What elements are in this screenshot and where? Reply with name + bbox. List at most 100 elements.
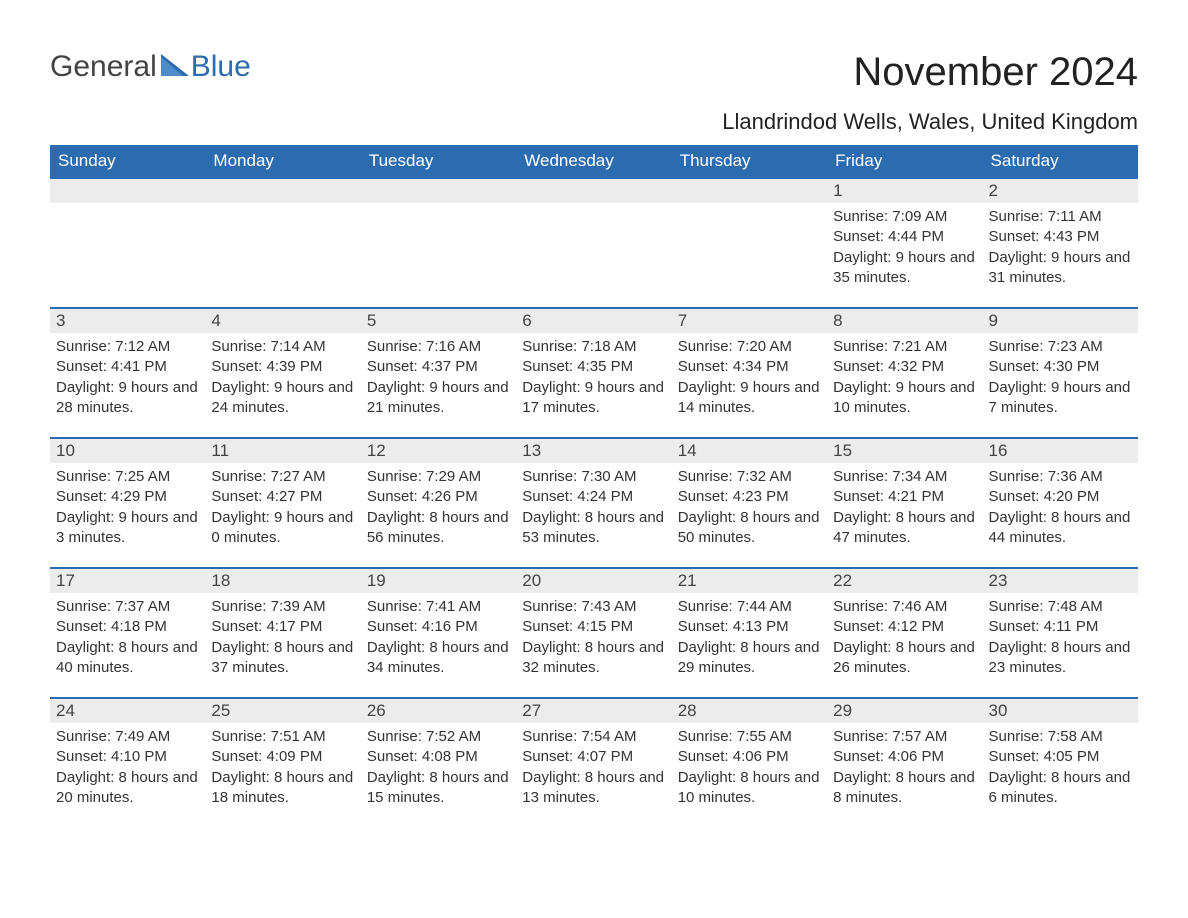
day-number: 29 xyxy=(827,697,982,723)
calendar-cell: . xyxy=(361,177,516,307)
day-details: Sunrise: 7:51 AMSunset: 4:09 PMDaylight:… xyxy=(209,727,356,808)
calendar-cell: 8Sunrise: 7:21 AMSunset: 4:32 PMDaylight… xyxy=(827,307,982,437)
day-number: 11 xyxy=(205,437,360,463)
title-block: November 2024 Llandrindod Wells, Wales, … xyxy=(722,50,1138,135)
brand-flag-icon xyxy=(161,54,189,76)
calendar-cell: 28 Sunrise: 7:55 AMSunset: 4:06 PMDayligh… xyxy=(672,697,827,827)
day-number: 2 xyxy=(983,177,1138,203)
calendar-cell: 11 Sunrise: 7:27 AMSunset: 4:27 PMDayligh… xyxy=(205,437,360,567)
day-details: Sunrise: 7:21 AMSunset: 4:32 PMDaylight:… xyxy=(831,337,978,418)
day-number: 21 xyxy=(672,567,827,593)
weekday-header: Saturday xyxy=(983,145,1138,177)
day-number: 23 xyxy=(983,567,1138,593)
day-number: 19 xyxy=(361,567,516,593)
day-number: 17 xyxy=(50,567,205,593)
day-number: 27 xyxy=(516,697,671,723)
day-details: Sunrise: 7:44 AMSunset: 4:13 PMDaylight:… xyxy=(676,597,823,678)
month-title: November 2024 xyxy=(722,50,1138,95)
day-number: 30 xyxy=(983,697,1138,723)
calendar-table: SundayMondayTuesdayWednesdayThursdayFrid… xyxy=(50,145,1138,827)
calendar-cell: 9 Sunrise: 7:23 AMSunset: 4:30 PMDaylight… xyxy=(983,307,1138,437)
day-details: Sunrise: 7:41 AMSunset: 4:16 PMDaylight:… xyxy=(365,597,512,678)
day-details: Sunrise: 7:37 AMSunset: 4:18 PMDaylight:… xyxy=(54,597,201,678)
brand-text-2: Blue xyxy=(191,50,251,84)
day-number: 4 xyxy=(205,307,360,333)
day-number: 16 xyxy=(983,437,1138,463)
day-number: 10 xyxy=(50,437,205,463)
calendar-cell: 27 Sunrise: 7:54 AMSunset: 4:07 PMDayligh… xyxy=(516,697,671,827)
calendar-header: SundayMondayTuesdayWednesdayThursdayFrid… xyxy=(50,145,1138,177)
day-details: Sunrise: 7:52 AMSunset: 4:08 PMDaylight:… xyxy=(365,727,512,808)
day-details: Sunrise: 7:32 AMSunset: 4:23 PMDaylight:… xyxy=(676,467,823,548)
calendar-body: .....1Sunrise: 7:09 AMSunset: 4:44 PMDay… xyxy=(50,177,1138,827)
day-number: 14 xyxy=(672,437,827,463)
day-number: 1 xyxy=(827,177,982,203)
day-number: 20 xyxy=(516,567,671,593)
day-details: Sunrise: 7:55 AMSunset: 4:06 PMDaylight:… xyxy=(676,727,823,808)
calendar-cell: 29Sunrise: 7:57 AMSunset: 4:06 PMDayligh… xyxy=(827,697,982,827)
calendar-cell: 20 Sunrise: 7:43 AMSunset: 4:15 PMDayligh… xyxy=(516,567,671,697)
day-details: Sunrise: 7:30 AMSunset: 4:24 PMDaylight:… xyxy=(520,467,667,548)
weekday-header: Wednesday xyxy=(516,145,671,177)
calendar-cell: 6Sunrise: 7:18 AMSunset: 4:35 PMDaylight… xyxy=(516,307,671,437)
calendar-cell: 19 Sunrise: 7:41 AMSunset: 4:16 PMDayligh… xyxy=(361,567,516,697)
day-details: Sunrise: 7:20 AMSunset: 4:34 PMDaylight:… xyxy=(676,337,823,418)
day-number: 22 xyxy=(827,567,982,593)
day-number: 3 xyxy=(50,307,205,333)
calendar-cell: . xyxy=(516,177,671,307)
day-details: Sunrise: 7:49 AMSunset: 4:10 PMDaylight:… xyxy=(54,727,201,808)
day-number: 15 xyxy=(827,437,982,463)
day-number: 18 xyxy=(205,567,360,593)
calendar-cell: . xyxy=(50,177,205,307)
calendar-cell: 26 Sunrise: 7:52 AMSunset: 4:08 PMDayligh… xyxy=(361,697,516,827)
calendar-cell: 25 Sunrise: 7:51 AMSunset: 4:09 PMDayligh… xyxy=(205,697,360,827)
day-number: 7 xyxy=(672,307,827,333)
day-number: 13 xyxy=(516,437,671,463)
day-details: Sunrise: 7:29 AMSunset: 4:26 PMDaylight:… xyxy=(365,467,512,548)
day-number: 24 xyxy=(50,697,205,723)
calendar-cell: 17 Sunrise: 7:37 AMSunset: 4:18 PMDayligh… xyxy=(50,567,205,697)
day-number: 26 xyxy=(361,697,516,723)
day-details: Sunrise: 7:27 AMSunset: 4:27 PMDaylight:… xyxy=(209,467,356,548)
brand-logo: General Blue xyxy=(50,50,251,84)
calendar-cell: 30 Sunrise: 7:58 AMSunset: 4:05 PMDayligh… xyxy=(983,697,1138,827)
day-number: 25 xyxy=(205,697,360,723)
calendar-cell: 12 Sunrise: 7:29 AMSunset: 4:26 PMDayligh… xyxy=(361,437,516,567)
day-number: 9 xyxy=(983,307,1138,333)
weekday-header: Sunday xyxy=(50,145,205,177)
day-details: Sunrise: 7:34 AMSunset: 4:21 PMDaylight:… xyxy=(831,467,978,548)
day-number: 12 xyxy=(361,437,516,463)
day-details: Sunrise: 7:39 AMSunset: 4:17 PMDaylight:… xyxy=(209,597,356,678)
day-details: Sunrise: 7:14 AMSunset: 4:39 PMDaylight:… xyxy=(209,337,356,418)
day-details: Sunrise: 7:36 AMSunset: 4:20 PMDaylight:… xyxy=(987,467,1134,548)
calendar-cell: 24 Sunrise: 7:49 AMSunset: 4:10 PMDayligh… xyxy=(50,697,205,827)
calendar-cell: . xyxy=(672,177,827,307)
calendar-cell: 22 Sunrise: 7:46 AMSunset: 4:12 PMDayligh… xyxy=(827,567,982,697)
day-details: Sunrise: 7:16 AMSunset: 4:37 PMDaylight:… xyxy=(365,337,512,418)
calendar-cell: 23Sunrise: 7:48 AMSunset: 4:11 PMDayligh… xyxy=(983,567,1138,697)
day-details: Sunrise: 7:43 AMSunset: 4:15 PMDaylight:… xyxy=(520,597,667,678)
location-text: Llandrindod Wells, Wales, United Kingdom xyxy=(722,109,1138,135)
calendar-cell: 7 Sunrise: 7:20 AMSunset: 4:34 PMDaylight… xyxy=(672,307,827,437)
calendar-cell: 15 Sunrise: 7:34 AMSunset: 4:21 PMDayligh… xyxy=(827,437,982,567)
calendar-cell: 16 Sunrise: 7:36 AMSunset: 4:20 PMDayligh… xyxy=(983,437,1138,567)
calendar-cell: . xyxy=(205,177,360,307)
calendar-cell: 14 Sunrise: 7:32 AMSunset: 4:23 PMDayligh… xyxy=(672,437,827,567)
weekday-header: Friday xyxy=(827,145,982,177)
day-details: Sunrise: 7:18 AMSunset: 4:35 PMDaylight:… xyxy=(520,337,667,418)
brand-text-1: General xyxy=(50,50,157,84)
calendar-cell: 4 Sunrise: 7:14 AMSunset: 4:39 PMDaylight… xyxy=(205,307,360,437)
calendar-cell: 18 Sunrise: 7:39 AMSunset: 4:17 PMDayligh… xyxy=(205,567,360,697)
weekday-header: Tuesday xyxy=(361,145,516,177)
calendar-cell: 10 Sunrise: 7:25 AMSunset: 4:29 PMDayligh… xyxy=(50,437,205,567)
weekday-header: Monday xyxy=(205,145,360,177)
day-details: Sunrise: 7:11 AMSunset: 4:43 PMDaylight:… xyxy=(987,207,1134,288)
day-details: Sunrise: 7:46 AMSunset: 4:12 PMDaylight:… xyxy=(831,597,978,678)
day-details: Sunrise: 7:25 AMSunset: 4:29 PMDaylight:… xyxy=(54,467,201,548)
weekday-header: Thursday xyxy=(672,145,827,177)
day-number: 5 xyxy=(361,307,516,333)
day-details: Sunrise: 7:54 AMSunset: 4:07 PMDaylight:… xyxy=(520,727,667,808)
day-details: Sunrise: 7:23 AMSunset: 4:30 PMDaylight:… xyxy=(987,337,1134,418)
day-details: Sunrise: 7:58 AMSunset: 4:05 PMDaylight:… xyxy=(987,727,1134,808)
day-number: 28 xyxy=(672,697,827,723)
